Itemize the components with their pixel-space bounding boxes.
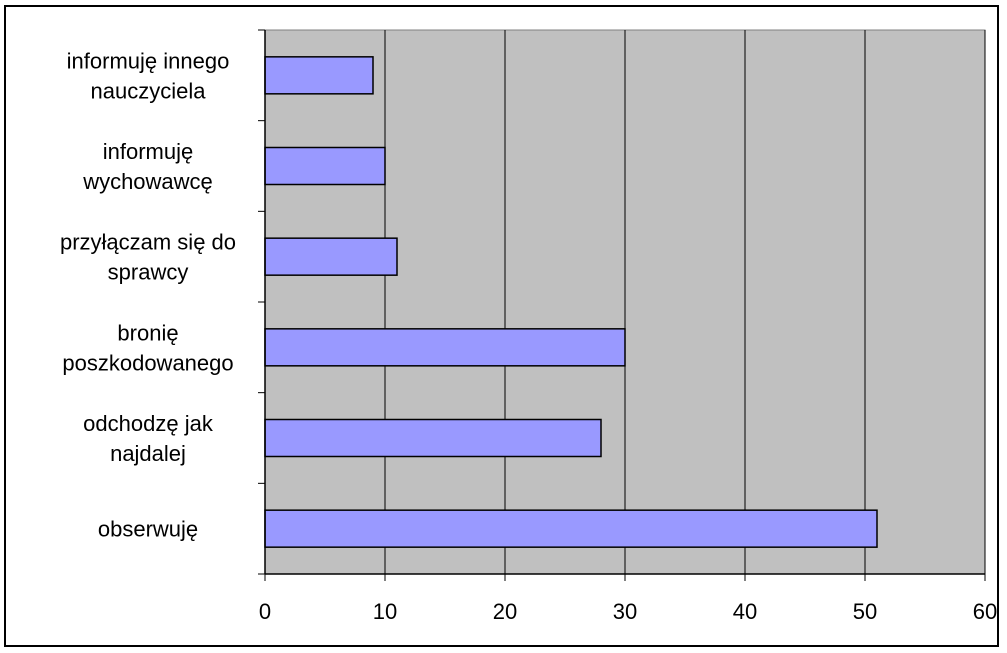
category-label: informuję innego nauczyciela: [67, 48, 230, 103]
category-label-line: bronię: [117, 320, 178, 345]
x-tick-label: 60: [973, 599, 997, 624]
category-label: obserwuję: [98, 517, 198, 542]
gridlines: [384, 30, 986, 574]
category-label-line: poszkodowanego: [62, 350, 233, 375]
bar: [264, 509, 878, 548]
bar: [264, 418, 602, 458]
category-labels: informuję innego nauczyciela informuję wych…: [60, 48, 236, 541]
category-label: bronię poszkodowanego: [62, 320, 233, 375]
x-tick-label: 10: [373, 599, 397, 624]
category-label-line: nauczyciela: [91, 78, 207, 103]
category-label: przyłączam się do sprawcy: [60, 230, 236, 285]
axes: [258, 29, 986, 581]
category-label: odchodzę jak najdalej: [83, 411, 214, 466]
category-label-line: informuję innego: [67, 48, 230, 73]
category-label-line: obserwuję: [98, 517, 198, 542]
category-label-line: sprawcy: [108, 260, 189, 285]
x-tick-label: 50: [853, 599, 877, 624]
bar: [264, 237, 398, 276]
category-label: informuję wychowawcę: [82, 139, 213, 194]
category-label-line: przyłączam się do: [60, 230, 236, 255]
x-tick-label: 20: [493, 599, 517, 624]
bar: [264, 146, 386, 186]
bars: [264, 56, 878, 548]
x-tick-label: 30: [613, 599, 637, 624]
bar: [264, 328, 626, 367]
category-label-line: informuję: [103, 139, 193, 164]
category-label-line: najdalej: [110, 441, 186, 466]
category-label-line: wychowawcę: [82, 169, 213, 194]
x-tick-label: 40: [733, 599, 757, 624]
x-tick-labels: 0 10 20 30 40 50 60: [259, 599, 997, 624]
x-tick-label: 0: [259, 599, 271, 624]
bar: [264, 56, 374, 95]
category-label-line: odchodzę jak: [83, 411, 214, 436]
